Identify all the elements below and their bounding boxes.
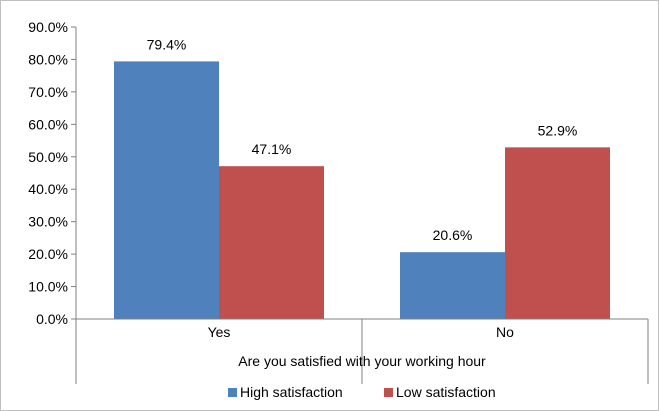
data-label: 79.4% [147,36,187,52]
x-category-label: No [496,324,514,340]
y-tick-label: 50.0% [28,149,68,165]
y-tick-label: 40.0% [28,181,68,197]
legend-swatch [384,388,393,397]
bar [219,166,324,319]
y-tick-label: 0.0% [36,311,68,327]
y-tick-label: 10.0% [28,279,68,295]
bar [505,147,610,319]
y-tick-label: 60.0% [28,116,68,132]
bar [400,252,505,319]
bar [114,61,219,319]
x-category-label: Yes [208,324,231,340]
data-label: 20.6% [433,227,473,243]
data-label: 47.1% [252,141,292,157]
y-tick-label: 90.0% [28,19,68,35]
bars: 79.4% 20.6% 47.1% 52.9% [114,36,610,319]
legend-label: Low satisfaction [396,384,496,400]
legend: High satisfaction Low satisfaction [228,384,496,400]
y-axis: 0.0% 10.0% 20.0% 30.0% 40.0% 50.0% 60.0% 70.0% 8… [28,19,77,327]
y-tick-label: 80.0% [28,51,68,67]
y-tick-label: 20.0% [28,246,68,262]
legend-swatch [228,388,237,397]
y-tick-label: 30.0% [28,214,68,230]
x-axis-title: Are you satisfied with your working hour [238,353,486,369]
legend-label: High satisfaction [240,384,343,400]
data-label: 52.9% [538,122,578,138]
y-tick-label: 70.0% [28,84,68,100]
x-axis: Yes No [75,318,649,384]
